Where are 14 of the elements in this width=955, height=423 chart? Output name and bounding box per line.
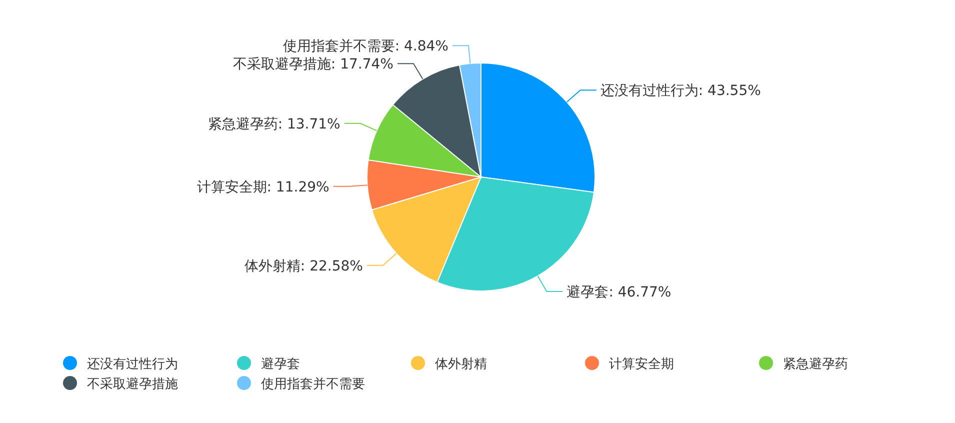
data-label: 还没有过性行为: 43.55% [600, 83, 761, 100]
legend-label: 使用指套并不需要 [261, 377, 365, 392]
data-label: 避孕套: 46.77% [566, 284, 672, 300]
data-label: 使用指套并不需要: 4.84% [282, 38, 449, 55]
data-label: 体外射精: 22.58% [244, 258, 363, 274]
legend-label: 计算安全期 [609, 356, 674, 372]
legend-label: 还没有过性行为 [87, 357, 178, 372]
legend-label: 紧急避孕药 [783, 357, 848, 372]
legend-label: 避孕套 [261, 357, 300, 372]
data-label: 紧急避孕药: 13.71% [208, 116, 340, 132]
data-label: 不采取避孕措施: 17.74% [232, 56, 394, 73]
legend-label: 体外射精 [435, 357, 487, 372]
legend-label: 不采取避孕措施 [87, 377, 178, 392]
data-label: 计算安全期: 11.29% [196, 179, 330, 196]
